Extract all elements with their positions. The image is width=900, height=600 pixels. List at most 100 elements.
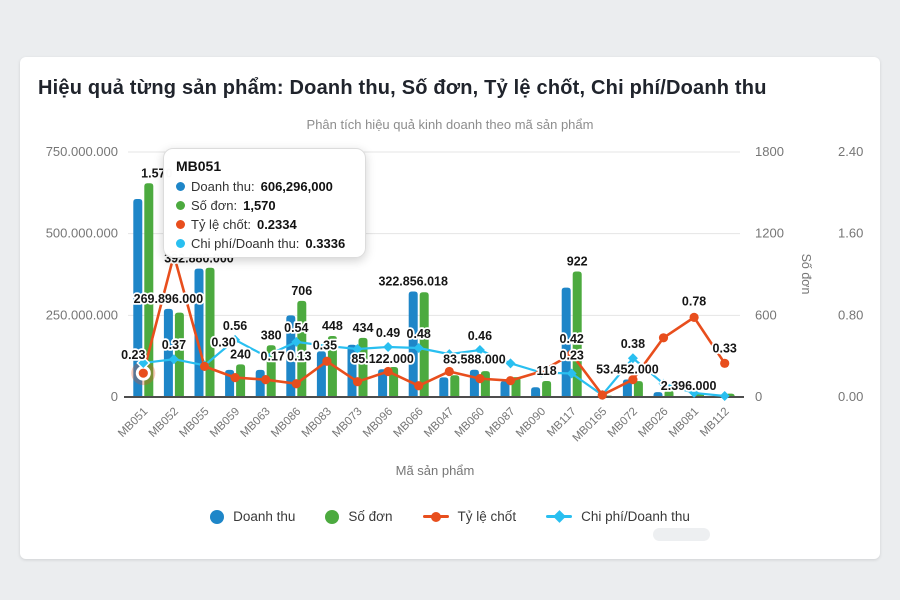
x-tick-label-mb066: MB066 [392,406,426,440]
bar-blue-mb096[interactable] [378,369,388,397]
bar-green-mb047[interactable] [450,375,460,397]
point-ty-le-chot-mb059[interactable] [230,373,240,383]
point-ty-le-chot-mb060[interactable] [475,374,485,384]
bar-green-mb072[interactable] [633,381,643,397]
series-dot-doanh-thu [176,182,185,191]
legend-item-doanh-thu[interactable]: Doanh thu [210,509,295,524]
point-chi-phi-mb087[interactable] [505,358,516,369]
bar-green-mb055[interactable] [205,267,215,397]
line-cyan [143,338,725,398]
point-chi-phi-mb066[interactable] [413,343,424,353]
y-right-axis-title: Số đơn [799,254,813,295]
x-tick-label-mb026: MB026 [636,406,670,440]
legend-line-dot-icon [422,511,449,522]
point-chi-phi-mb086[interactable] [291,336,302,347]
legend-circle-icon [210,509,225,524]
bar-green-mb063[interactable] [266,345,276,397]
point-chi-phi-mb096[interactable] [383,341,394,352]
x-tick-label-mb112: MB112 [698,406,732,440]
y-right-ratio-tick: 1.60 [838,226,863,241]
data-label: 0.48 [407,327,431,341]
legend-label: Tỷ lệ chốt [457,509,517,524]
y-right-orders-tick: 0 [755,389,762,404]
x-tick-label-mb087: MB087 [483,406,517,440]
point-ty-le-chot-mb096[interactable] [383,366,393,377]
point-ty-le-chot-mb055[interactable] [199,361,210,371]
legend-item-so-don[interactable]: Số đơn [325,509,393,524]
combo-chart[interactable]: 750.000.000 1800 2.40 500.000.000 1200 1.60 25… [20,57,880,557]
bar-blue-mb117[interactable] [561,287,571,397]
bar-green-mb083[interactable] [327,336,337,397]
x-tick-label-mb096: MB096 [361,406,395,440]
bar-green-mb059[interactable] [236,364,246,397]
x-tick-label-mb063: MB063 [239,406,273,440]
point-ty-le-chot-mb051[interactable] [138,368,148,378]
bar-blue-mb086[interactable] [286,315,296,397]
legend-label: Chi phí/Doanh thu [581,509,690,524]
point-ty-le-chot-mb072[interactable] [628,375,638,385]
bar-green-mb052[interactable] [174,312,184,397]
series-dot-chi-phi [176,239,185,248]
point-ty-le-chot-mb066[interactable] [414,381,424,391]
legend-item-chi-phi-doanh-thu[interactable]: Chi phí/Doanh thu [546,509,690,524]
bar-blue-mb051[interactable] [133,198,143,397]
chart-legend: Doanh thu Số đơn Tỷ lệ chốt Chi phí/Doan… [20,509,880,524]
point-chi-phi-mb026[interactable] [658,378,669,389]
bar-blue-mb060[interactable] [469,369,479,397]
tooltip-row-label: Doanh thu: [191,179,255,194]
point-ty-le-chot-mb0165[interactable] [597,390,607,400]
data-label: 0.17 [261,350,285,364]
data-label: 0.33 [713,341,737,355]
bar-blue-mb052[interactable] [163,308,173,397]
point-ty-le-chot-mb087[interactable] [505,376,516,386]
data-label: 83.588.000 [443,353,506,367]
data-label: 269.896.000 [134,292,204,306]
point-ty-le-chot-mb063[interactable] [261,375,271,385]
point-ty-le-chot-mb026[interactable] [658,333,669,343]
point-ty-le-chot-mb090[interactable] [536,366,546,377]
data-label: 0.30 [211,335,235,349]
point-chi-phi-mb060[interactable] [474,345,485,356]
x-tick-label-mb081: MB081 [667,406,701,440]
bar-blue-mb087[interactable] [500,380,510,397]
x-tick-label-mb051: MB051 [116,406,150,440]
tooltip-row-label: Chi phí/Doanh thu: [191,236,300,251]
bar-blue-mb047[interactable] [439,377,449,397]
point-ty-le-chot-mb086[interactable] [291,379,301,389]
y-left-tick: 750.000.000 [46,144,118,159]
bar-green-mb066[interactable] [419,292,429,397]
legend-item-ty-le-chot[interactable]: Tỷ lệ chốt [422,509,517,524]
point-ty-le-chot-mb081[interactable] [689,312,699,322]
data-label: 118 [537,364,557,378]
point-chi-phi-mb051[interactable] [138,357,149,368]
point-chi-phi-mb052[interactable] [168,354,179,365]
point-chi-phi-mb063[interactable] [260,351,271,362]
point-chi-phi-mb112[interactable] [719,390,730,401]
bar-green-mb026[interactable] [664,390,674,397]
point-ty-le-chot-mb112[interactable] [720,358,730,368]
bar-blue-mb066[interactable] [408,291,418,397]
point-ty-le-chot-mb117[interactable] [567,349,577,359]
point-chi-phi-mb072[interactable] [627,353,638,364]
point-chi-phi-mb059[interactable] [230,334,241,345]
bar-green-mb086[interactable] [297,300,307,397]
point-ty-le-chot-mb047[interactable] [444,366,454,377]
point-chi-phi-mb073[interactable] [352,344,363,355]
point-chi-phi-mb083[interactable] [321,340,332,351]
bar-blue-mb026[interactable] [653,392,663,397]
point-chi-phi-mb047[interactable] [444,349,455,360]
x-tick-label-mb060: MB060 [453,406,487,440]
tooltip-title: MB051 [176,158,222,174]
tooltip-row: Số đơn: 1,570 [176,196,353,215]
line-orange [142,253,726,397]
point-ty-le-chot-mb083[interactable] [322,356,332,366]
y-right-orders-tick: 1800 [755,144,784,159]
bar-green-mb090[interactable] [542,380,552,397]
y-left-tick: 500.000.000 [46,226,118,241]
point-chi-phi-mb117[interactable] [566,368,577,379]
bar-blue-mb090[interactable] [531,387,541,397]
scrollbar-thumb[interactable] [653,528,710,541]
tooltip-row: Tỷ lệ chốt: 0.2334 [176,215,353,234]
point-chi-phi-mb081[interactable] [689,387,700,398]
point-ty-le-chot-mb073[interactable] [352,377,363,387]
